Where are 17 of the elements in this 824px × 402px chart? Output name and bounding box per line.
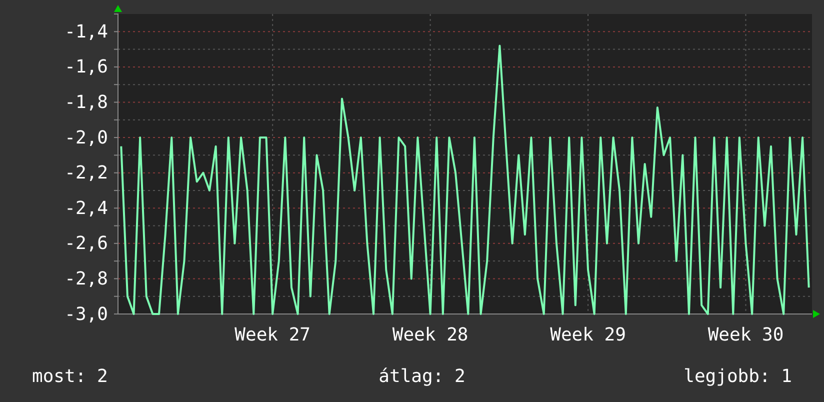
x-tick-label: Week 27 — [234, 324, 310, 346]
x-tick-label: Week 28 — [392, 324, 468, 346]
y-tick-label: -2,8 — [64, 268, 108, 290]
y-tick-label: -2,2 — [64, 162, 108, 184]
x-tick-label: Week 30 — [708, 324, 784, 346]
y-tick-label: -1,6 — [64, 56, 108, 78]
y-tick-label: -1,4 — [64, 21, 108, 42]
line-series — [120, 44, 810, 315]
text: átlag: 2 — [378, 366, 466, 387]
y-tick-label: -2,0 — [64, 127, 108, 148]
y-tick-label: -1,8 — [64, 92, 108, 113]
y-tick-label: -2,4 — [64, 198, 108, 219]
text: legjobb: 1 — [684, 366, 792, 387]
x-tick-label: Week 29 — [550, 324, 626, 346]
text: most: 2 — [32, 366, 108, 387]
y-tick-label: -3,0 — [64, 304, 108, 325]
y-tick-label: -2,6 — [64, 233, 108, 254]
